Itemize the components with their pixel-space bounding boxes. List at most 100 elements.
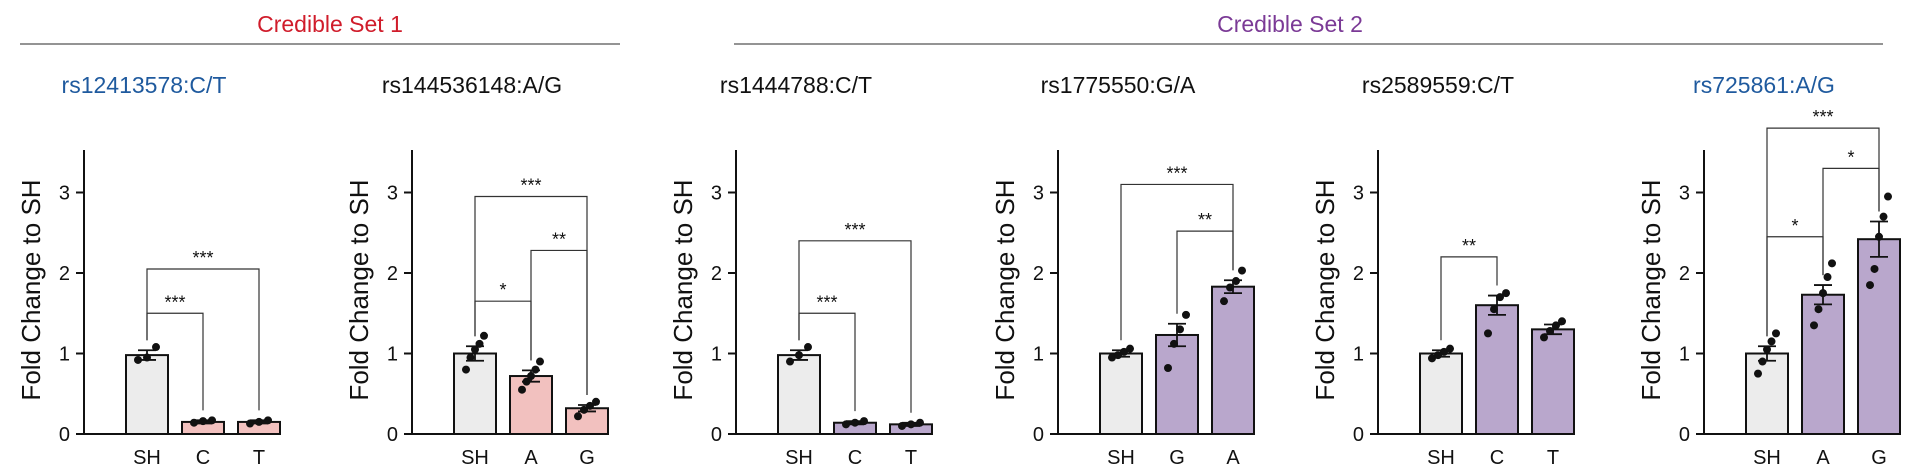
y-tick-label: 3 [387,183,398,205]
y-tick-label: 3 [1679,183,1690,205]
significance-label: ** [552,229,566,249]
data-point [1428,354,1436,363]
data-point [1170,339,1178,348]
data-point [804,343,812,352]
data-point [1810,321,1818,330]
panel-title: rs1775550:G/A [1041,72,1196,98]
panel-4: rs1775550:G/A Fold Change to SH 0 1 2 3 SH G A **… [990,72,1255,468]
x-category-label: T [905,447,917,468]
data-point [1164,363,1172,372]
significance-label: * [499,280,506,300]
significance-label: ** [1198,210,1212,230]
bar-a [1211,285,1255,435]
data-point [1767,337,1776,346]
data-point [522,377,531,386]
x-category-label: A [1226,447,1240,468]
y-axis-label: Fold Change to SH [990,179,1020,400]
significance-label: * [1791,216,1798,236]
data-point [531,365,540,374]
data-point [1823,273,1832,282]
x-category-label: G [579,447,595,468]
bar-sh [1745,352,1789,435]
data-point [860,417,868,426]
y-tick-label: 2 [59,263,70,285]
data-point [518,385,526,394]
data-point [246,419,254,428]
data-point [134,355,142,364]
y-tick-label: 1 [59,344,70,366]
data-point [1496,293,1504,302]
panel-title: rs725861:A/G [1693,72,1835,98]
x-category-label: C [848,447,862,468]
x-category-label: A [1816,447,1830,468]
y-tick-label: 3 [1353,183,1364,205]
bar-sh [125,354,169,435]
x-category-label: C [196,447,210,468]
data-point [208,416,216,425]
y-axis-label: Fold Change to SH [668,179,698,400]
y-tick-label: 2 [1353,263,1364,285]
bar-sh [1099,352,1143,435]
y-tick-label: 0 [1353,424,1364,446]
data-point [580,405,588,414]
data-point [1754,369,1762,378]
y-tick-label: 1 [387,344,398,366]
y-axis-label: Fold Change to SH [1310,179,1340,400]
bar-a [1801,293,1845,435]
data-point [527,372,535,381]
y-tick-label: 2 [711,263,722,285]
y-tick-label: 2 [1033,263,1044,285]
credible-set-2: Credible Set 2 [734,11,1883,45]
data-point [1220,297,1228,306]
y-tick-label: 1 [1033,344,1044,366]
y-tick-label: 3 [711,183,722,205]
y-tick-label: 0 [1033,424,1044,446]
data-point [1866,281,1874,290]
significance-bracket [1120,183,1234,341]
significance-label: ** [1462,236,1476,256]
data-point [143,353,151,362]
bar-sh [777,354,821,435]
significance-label: *** [520,176,541,196]
panel-3: rs1444788:C/T Fold Change to SH 0 1 2 3 SH C T **… [668,72,933,468]
significance-label: *** [816,292,837,312]
data-point [786,357,794,366]
data-point [462,365,470,374]
y-axis-label: Fold Change to SH [16,179,46,400]
bar-sh [453,352,497,435]
significance-bracket [1440,256,1498,341]
panel-5: rs2589559:C/T Fold Change to SH 0 1 2 3 SH C T ** [1310,72,1575,468]
data-point [1484,329,1492,338]
data-point [475,339,484,348]
data-point [466,353,475,362]
x-category-label: T [1547,447,1559,468]
data-point [1502,289,1510,298]
data-point [1552,321,1560,330]
x-category-label: A [524,447,538,468]
data-point [1875,232,1883,241]
data-point [1114,351,1122,360]
data-point [898,421,906,430]
data-point [842,420,850,429]
y-tick-label: 0 [59,424,70,446]
x-category-label: SH [785,447,813,468]
x-category-label: C [1490,447,1504,468]
y-tick-label: 0 [1679,424,1690,446]
data-point [1238,266,1246,275]
data-point [1490,305,1498,314]
data-point [1232,277,1240,286]
data-point [907,420,915,429]
significance-label: * [1847,147,1854,167]
y-axis-label: Fold Change to SH [344,179,374,400]
data-point [1814,305,1823,314]
credible-set-label: Credible Set 1 [257,11,403,37]
data-point [1540,333,1548,342]
data-point [1108,353,1116,362]
bar-c [1475,304,1519,436]
panel-1: rs12413578:C/T Fold Change to SH 0 1 2 3 SH C T *… [16,72,281,468]
y-tick-label: 1 [711,344,722,366]
data-point [1440,347,1448,356]
data-point [1828,259,1836,268]
significance-bracket [474,195,588,396]
